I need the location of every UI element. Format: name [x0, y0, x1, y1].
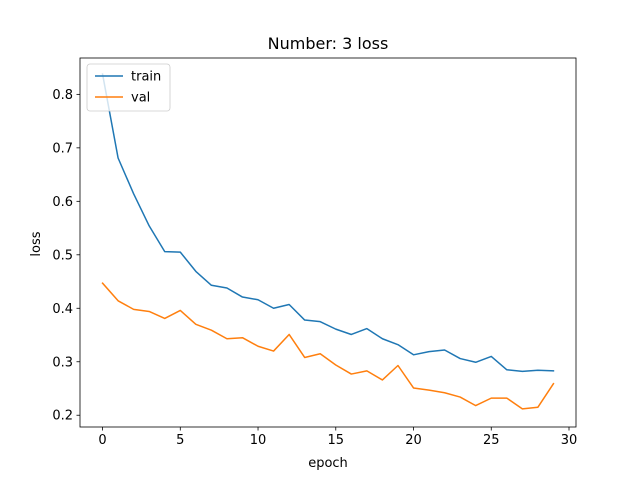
- y-tick-label: 0.2: [52, 409, 73, 424]
- x-tick-label: 30: [561, 433, 578, 448]
- x-tick-label: 25: [483, 433, 500, 448]
- y-tick-label: 0.3: [52, 355, 73, 370]
- x-tick-label: 15: [328, 433, 345, 448]
- legend-label-val: val: [131, 91, 150, 106]
- y-tick-label: 0.8: [52, 88, 73, 103]
- x-axis-label: epoch: [308, 456, 348, 471]
- x-tick-label: 10: [250, 433, 267, 448]
- series-line-train: [101, 73, 555, 373]
- y-tick-label: 0.7: [52, 141, 73, 156]
- chart-title: Number: 3 loss: [268, 34, 389, 53]
- series-line-val: [101, 282, 555, 410]
- axes-frame: [79, 57, 577, 428]
- x-tick-label: 20: [405, 433, 422, 448]
- y-axis-label: loss: [29, 231, 44, 256]
- y-tick-label: 0.5: [52, 248, 73, 263]
- y-tick-label: 0.6: [52, 195, 73, 210]
- plot-area: 0 5 10 15 20 25 30 0.2 0.3 0.4 0.5 0.6 0.7 0.8 train va…: [52, 57, 578, 448]
- x-tick-label: 5: [176, 433, 184, 448]
- y-tick-label: 0.4: [52, 302, 73, 317]
- legend-label-train: train: [131, 70, 161, 85]
- x-tick-label: 0: [98, 433, 106, 448]
